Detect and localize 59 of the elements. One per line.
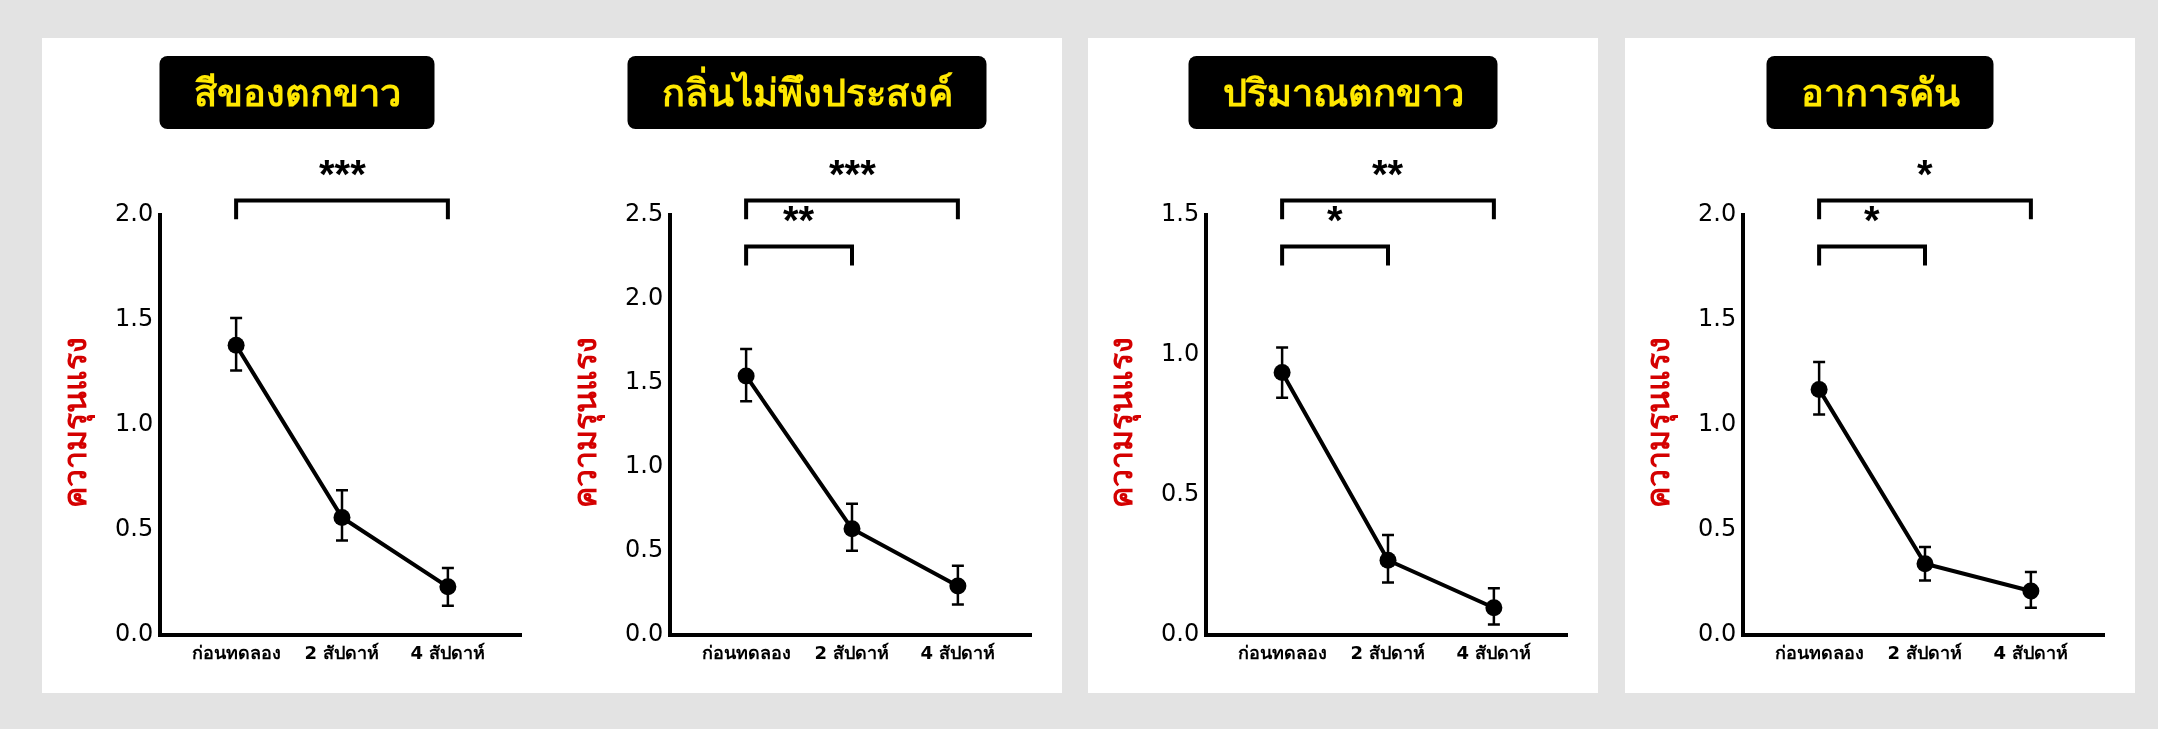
point bbox=[2022, 582, 2040, 600]
chart-title: อาการคัน bbox=[1766, 56, 1994, 129]
x-tick-label: ก่อนทดลอง bbox=[1774, 641, 1864, 663]
point bbox=[843, 520, 861, 538]
point bbox=[1916, 555, 1934, 573]
y-tick-label: 0.5 bbox=[625, 535, 664, 564]
y-tick-label: 2.5 bbox=[625, 199, 664, 228]
y-tick-label: 0.5 bbox=[1698, 514, 1737, 543]
y-axis-title: ความรุนแรง bbox=[1101, 337, 1142, 509]
text: * bbox=[1917, 152, 1933, 196]
text: *** bbox=[829, 152, 877, 196]
annotation: * bbox=[1864, 198, 1880, 242]
point bbox=[1379, 551, 1397, 569]
y-tick-label: 1.5 bbox=[1698, 304, 1737, 333]
y-tick-label: 2.0 bbox=[1698, 199, 1737, 228]
point bbox=[1273, 364, 1291, 382]
y-tick-label: 1.5 bbox=[1161, 199, 1200, 228]
x-tick-label: ก่อนทดลอง bbox=[191, 641, 281, 663]
y-tick-label: 1.5 bbox=[115, 304, 154, 333]
y-tick-label: 2.0 bbox=[115, 199, 154, 228]
x-tick-label: ก่อนทดลอง bbox=[1237, 641, 1327, 663]
y-tick-label: 1.0 bbox=[1698, 409, 1737, 438]
x-tick-label: 2 สัปดาห์ bbox=[1887, 641, 1963, 663]
x-tick-label: 4 สัปดาห์ bbox=[1993, 641, 2069, 663]
point bbox=[439, 578, 457, 596]
y-axis-title: ความรุนแรง bbox=[565, 337, 606, 509]
annotation: * bbox=[1327, 198, 1343, 242]
x-tick-label: 2 สัปดาห์ bbox=[1350, 641, 1426, 663]
chart-title: สีของตกขาว bbox=[159, 56, 435, 129]
y-tick-label: 1.5 bbox=[625, 367, 664, 396]
point bbox=[1810, 380, 1828, 398]
y-tick-label: 0.0 bbox=[1161, 619, 1200, 648]
y-tick-label: 0.0 bbox=[115, 619, 154, 648]
y-axis-title: ความรุนแรง bbox=[1638, 337, 1679, 509]
x-tick-label: 2 สัปดาห์ bbox=[304, 641, 380, 663]
text: *** bbox=[319, 152, 367, 196]
y-tick-label: 1.0 bbox=[625, 451, 664, 480]
y-tick-label: 0.0 bbox=[1698, 619, 1737, 648]
chart-title: กลิ่นไม่พึงประสงค์ bbox=[627, 56, 987, 129]
point bbox=[227, 336, 245, 354]
point bbox=[737, 367, 755, 385]
text: ** bbox=[1372, 152, 1404, 196]
point bbox=[949, 577, 967, 595]
x-tick-label: 2 สัปดาห์ bbox=[814, 641, 890, 663]
y-tick-label: 0.0 bbox=[625, 619, 664, 648]
y-tick-label: 0.5 bbox=[115, 514, 154, 543]
y-axis-title: ความรุนแรง bbox=[55, 337, 96, 509]
point bbox=[1485, 599, 1503, 617]
x-tick-label: 4 สัปดาห์ bbox=[920, 641, 996, 663]
point bbox=[333, 509, 351, 526]
annotation: ** bbox=[783, 198, 815, 242]
y-tick-label: 1.0 bbox=[1161, 339, 1200, 368]
chart-title: ปริมาณตกขาว bbox=[1188, 56, 1498, 129]
x-tick-label: 4 สัปดาห์ bbox=[410, 641, 486, 663]
y-tick-label: 2.0 bbox=[625, 283, 664, 312]
y-tick-label: 0.5 bbox=[1161, 479, 1200, 508]
x-tick-label: ก่อนทดลอง bbox=[701, 641, 791, 663]
x-tick-label: 4 สัปดาห์ bbox=[1456, 641, 1532, 663]
y-tick-label: 1.0 bbox=[115, 409, 154, 438]
